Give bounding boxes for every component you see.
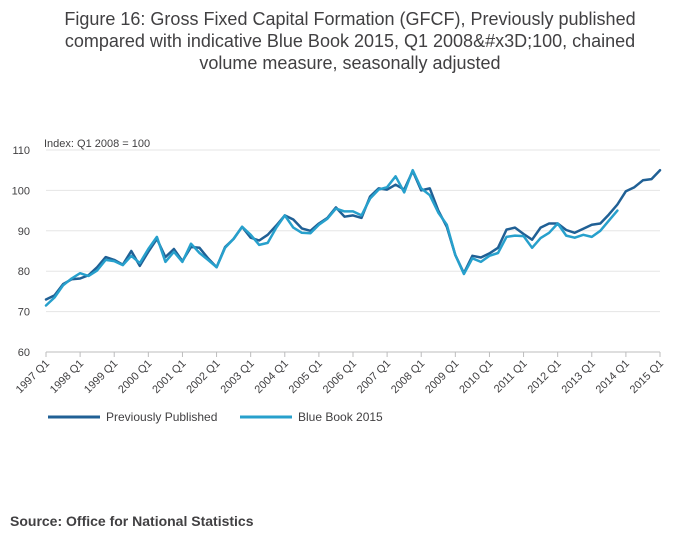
legend-item-blue-book-2015[interactable]: Blue Book 2015 bbox=[240, 410, 383, 424]
chart-title: Figure 16: Gross Fixed Capital Formation… bbox=[64, 9, 636, 73]
x-tick-label: 2012 Q1 bbox=[525, 358, 563, 396]
x-tick-label: 2002 Q1 bbox=[184, 358, 222, 396]
x-tick-label: 2007 Q1 bbox=[355, 358, 393, 396]
legend-label: Blue Book 2015 bbox=[298, 410, 383, 424]
x-tick-label: 2001 Q1 bbox=[150, 358, 188, 396]
y-axis: 60 70 80 90 100 110 bbox=[12, 145, 30, 359]
x-tick-label: 1999 Q1 bbox=[82, 358, 120, 396]
x-tick-label: 2004 Q1 bbox=[253, 358, 291, 396]
x-tick-label: 2010 Q1 bbox=[457, 358, 495, 396]
legend-item-previously-published[interactable]: Previously Published bbox=[48, 410, 217, 424]
x-tick-label: 2008 Q1 bbox=[389, 358, 427, 396]
x-tick-label: 2013 Q1 bbox=[560, 358, 598, 396]
source-note: Source: Office for National Statistics bbox=[10, 513, 254, 529]
y-tick-label: 110 bbox=[12, 145, 30, 157]
y-tick-label: 70 bbox=[18, 307, 30, 319]
y-tick-label: 80 bbox=[18, 266, 30, 278]
x-tick-label: 2006 Q1 bbox=[321, 358, 359, 396]
series-lines bbox=[44, 168, 662, 307]
series-line-blue-book-2015[interactable] bbox=[44, 168, 619, 307]
x-tick-label: 2009 Q1 bbox=[423, 358, 461, 396]
x-tick-label: 2015 Q1 bbox=[628, 358, 666, 396]
x-tick-label: 2005 Q1 bbox=[287, 358, 325, 396]
legend-label: Previously Published bbox=[106, 410, 217, 424]
gridlines bbox=[46, 149, 660, 353]
x-tick-label: 2000 Q1 bbox=[116, 358, 154, 396]
legend: Previously Published Blue Book 2015 bbox=[48, 410, 383, 424]
y-axis-title: Index: Q1 2008 = 100 bbox=[44, 138, 150, 150]
y-tick-label: 60 bbox=[18, 347, 30, 359]
x-tick-label: 1998 Q1 bbox=[48, 358, 86, 396]
y-tick-label: 100 bbox=[12, 185, 30, 197]
y-tick-label: 90 bbox=[18, 226, 30, 238]
x-tick-label: 2014 Q1 bbox=[594, 358, 632, 396]
x-tick-label: 1997 Q1 bbox=[14, 358, 52, 396]
x-tick-label: 2003 Q1 bbox=[218, 358, 256, 396]
x-tick-label: 2011 Q1 bbox=[492, 358, 530, 396]
